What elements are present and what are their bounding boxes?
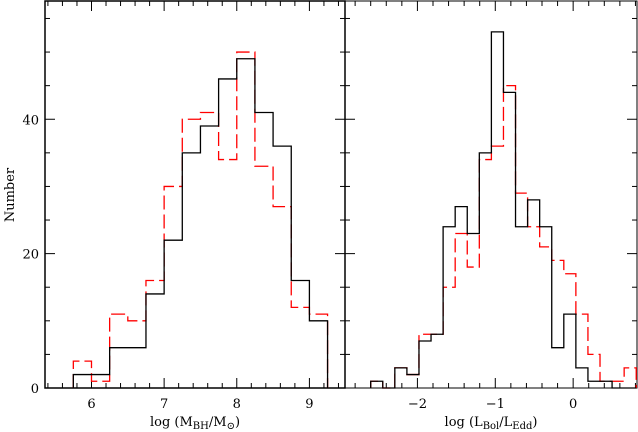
x-tick-label: 7 bbox=[160, 397, 168, 412]
x-tick-label: 6 bbox=[87, 397, 95, 412]
plot-frame bbox=[344, 0, 638, 389]
y-tick-label: 40 bbox=[22, 113, 39, 128]
plot-frame bbox=[44, 0, 346, 389]
x-tick-label: 0 bbox=[569, 397, 577, 412]
x-axis-label: log (LBol/LEdd) bbox=[445, 415, 538, 432]
x-axis-label: log (MBH/M⊙) bbox=[150, 415, 240, 432]
panel-eddington-ratio: −2 −1 0 log (LBol/LEdd) bbox=[344, 0, 638, 432]
x-tick-label: 9 bbox=[305, 397, 313, 412]
y-axis-label: Number bbox=[3, 167, 18, 222]
histogram-red bbox=[72, 51, 329, 388]
x-tick-label: 8 bbox=[233, 397, 241, 412]
panel-black-hole-mass: 6 7 8 9 0 20 40 log (MBH/M⊙) bbox=[22, 0, 346, 432]
x-tick-label: −1 bbox=[486, 397, 505, 412]
histogram-black bbox=[370, 31, 637, 389]
histogram-black bbox=[72, 58, 329, 388]
y-tick-label: 0 bbox=[31, 382, 39, 397]
histogram-red bbox=[370, 85, 637, 389]
x-tick-label: −2 bbox=[408, 397, 427, 412]
y-tick-label: 20 bbox=[22, 248, 39, 263]
